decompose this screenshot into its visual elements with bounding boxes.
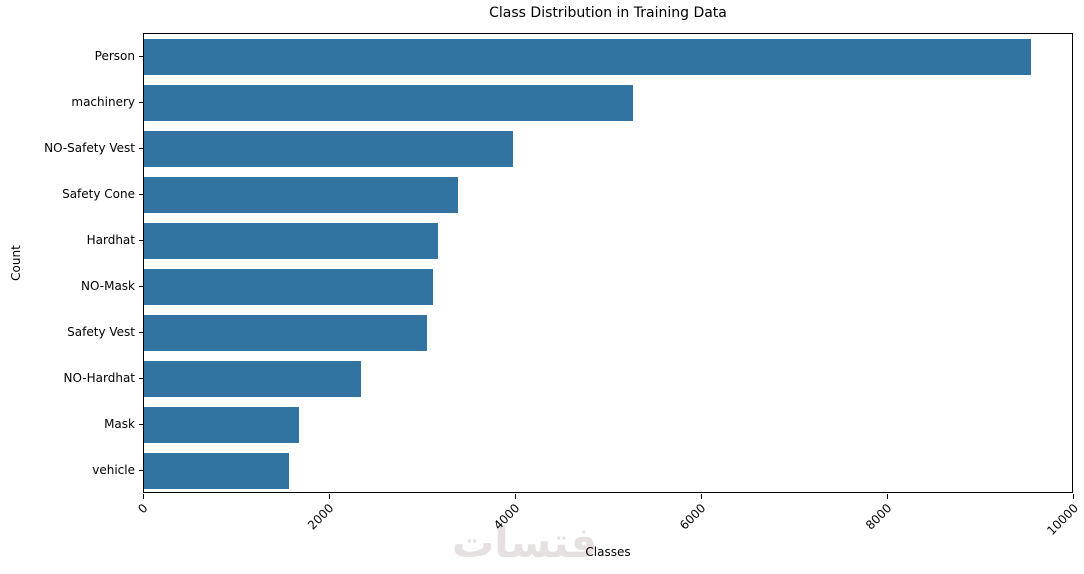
y-axis-label: Count — [9, 245, 23, 281]
y-tick-label: NO-Hardhat — [63, 371, 135, 385]
x-axis-label: Classes — [585, 545, 631, 559]
bar-no-mask — [144, 269, 433, 305]
bar-safety-cone — [144, 177, 458, 213]
bar-hardhat — [144, 223, 438, 259]
y-tick-label: Person — [94, 49, 135, 63]
x-tick-mark — [329, 494, 330, 499]
y-tick-mark — [139, 240, 143, 241]
y-tick-mark — [139, 378, 143, 379]
bar-safety-vest — [144, 315, 427, 351]
bar-person — [144, 39, 1031, 75]
bar-no-safety-vest — [144, 131, 513, 167]
bar-vehicle — [144, 453, 289, 489]
plot-area — [143, 33, 1073, 493]
y-tick-label: NO-Mask — [81, 279, 135, 293]
x-tick-mark — [515, 494, 516, 499]
x-tick-mark — [701, 494, 702, 499]
y-tick-label: Mask — [104, 417, 135, 431]
y-tick-label: machinery — [71, 95, 135, 109]
y-tick-mark — [139, 148, 143, 149]
chart-title: Class Distribution in Training Data — [489, 5, 727, 21]
y-tick-mark — [139, 102, 143, 103]
y-tick-label: NO-Safety Vest — [44, 141, 135, 155]
y-tick-label: Hardhat — [86, 233, 135, 247]
y-tick-mark — [139, 286, 143, 287]
y-tick-mark — [139, 332, 143, 333]
x-tick-mark — [1073, 494, 1074, 499]
y-tick-label: Safety Cone — [62, 187, 135, 201]
y-tick-label: Safety Vest — [67, 325, 135, 339]
x-tick-label: 6000 — [677, 501, 709, 533]
y-tick-mark — [139, 56, 143, 57]
x-tick-label: 0 — [135, 501, 151, 517]
y-tick-mark — [139, 470, 143, 471]
y-tick-mark — [139, 424, 143, 425]
y-tick-mark — [139, 194, 143, 195]
x-tick-mark — [143, 494, 144, 499]
bar-no-hardhat — [144, 361, 361, 397]
x-tick-label: 10000 — [1043, 501, 1081, 538]
bar-mask — [144, 407, 299, 443]
bar-machinery — [144, 85, 633, 121]
x-tick-label: 2000 — [305, 501, 337, 533]
watermark-text: فتسات — [452, 518, 598, 567]
y-tick-label: vehicle — [92, 463, 135, 477]
x-tick-mark — [887, 494, 888, 499]
x-tick-label: 8000 — [863, 501, 895, 533]
